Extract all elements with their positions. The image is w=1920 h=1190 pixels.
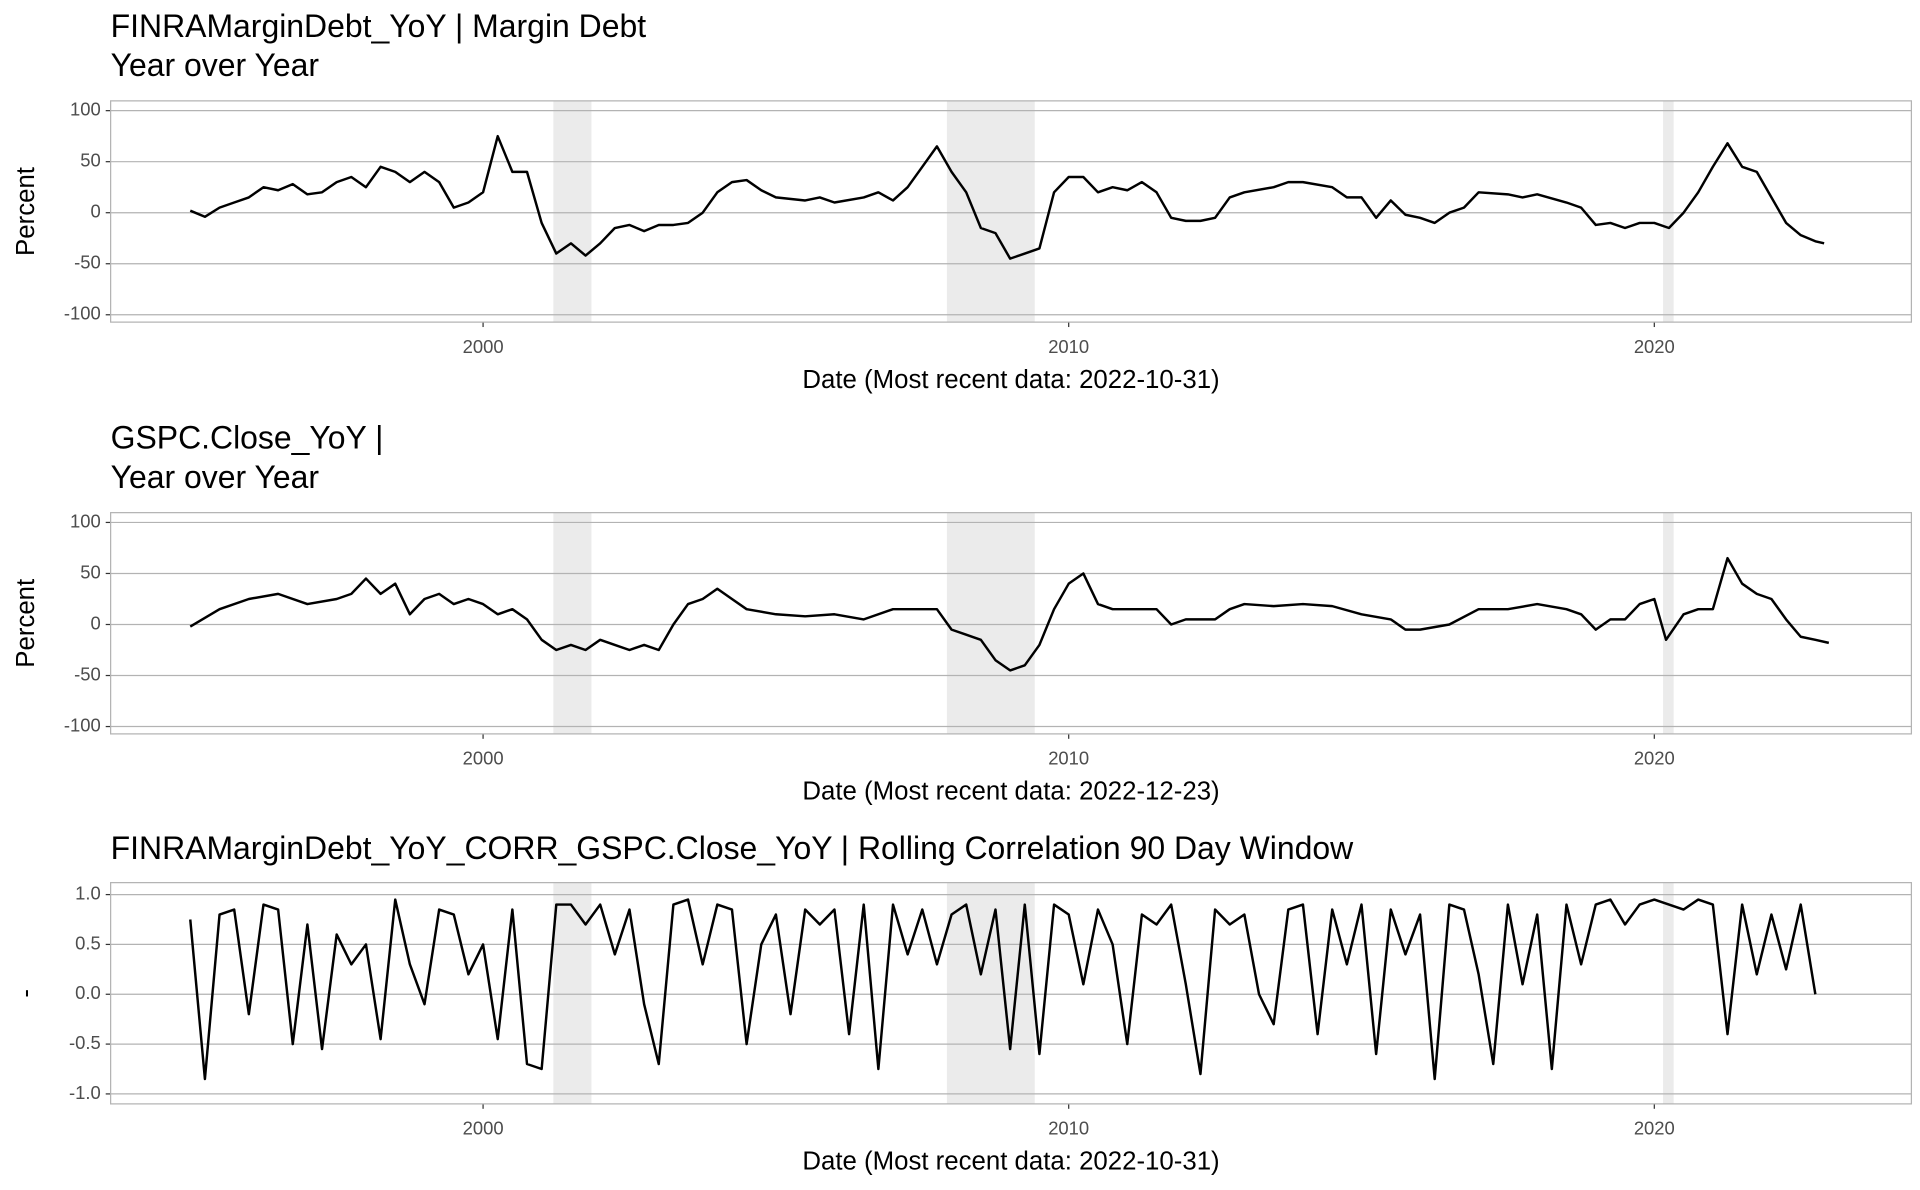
panel-border	[110, 100, 1913, 323]
x-tick-label: 2020	[1634, 336, 1675, 357]
shaded-period	[946, 512, 1035, 734]
y-tick-label: 50	[80, 150, 101, 171]
y-tick-label: 0	[91, 612, 101, 633]
shaded-period	[553, 882, 592, 1104]
x-axis-label: Date (Most recent data: 2022-10-31)	[802, 1148, 1219, 1176]
shaded-period	[946, 100, 1035, 323]
shaded-period	[946, 882, 1035, 1104]
x-tick-label: 2010	[1048, 336, 1089, 357]
x-tick-label: 2000	[463, 336, 504, 357]
y-tick-label: -50	[74, 252, 101, 273]
y-axis-label: Percent	[12, 167, 40, 256]
y-axis-label: -	[12, 989, 40, 998]
x-axis-label: Date (Most recent data: 2022-10-31)	[802, 366, 1219, 394]
y-tick-label: 100	[70, 510, 101, 531]
chart-title: GSPC.Close_YoY |	[111, 420, 384, 456]
y-tick-label: -50	[74, 663, 101, 684]
y-tick-label: -1.0	[69, 1082, 101, 1103]
y-tick-label: 1.0	[75, 882, 101, 903]
y-tick-label: 0.0	[75, 982, 101, 1003]
x-tick-label: 2020	[1634, 1118, 1675, 1139]
x-tick-label: 2010	[1048, 748, 1089, 769]
panel-border	[110, 882, 1913, 1105]
x-tick-label: 2000	[463, 1118, 504, 1139]
y-tick-label: -100	[64, 303, 101, 324]
x-axis-label: Date (Most recent data: 2022-12-23)	[802, 778, 1219, 806]
data-line	[189, 134, 1825, 260]
shaded-period	[553, 512, 592, 734]
y-tick-label: 100	[70, 99, 101, 120]
data-line	[189, 556, 1830, 672]
shaded-period	[553, 100, 592, 323]
y-tick-label: -100	[64, 714, 101, 735]
chart-title: FINRAMarginDebt_YoY | Margin Debt	[111, 8, 647, 44]
x-tick-label: 2020	[1634, 748, 1675, 769]
y-tick-label: 0	[91, 201, 101, 222]
chart-subtitle: Year over Year	[111, 459, 320, 495]
panel-border	[110, 512, 1913, 735]
y-axis-label: Percent	[12, 579, 40, 668]
shaded-period	[1663, 882, 1674, 1104]
data-line	[189, 898, 1817, 1081]
x-tick-label: 2010	[1048, 1118, 1089, 1139]
chart-subtitle: Year over Year	[111, 47, 320, 83]
shaded-period	[1663, 100, 1674, 323]
y-tick-label: -0.5	[69, 1032, 101, 1053]
x-tick-label: 2000	[463, 748, 504, 769]
shaded-period	[1663, 512, 1674, 734]
y-tick-label: 0.5	[75, 932, 101, 953]
y-tick-label: 50	[80, 561, 101, 582]
chart-title: FINRAMarginDebt_YoY_CORR_GSPC.Close_YoY …	[111, 830, 1355, 866]
